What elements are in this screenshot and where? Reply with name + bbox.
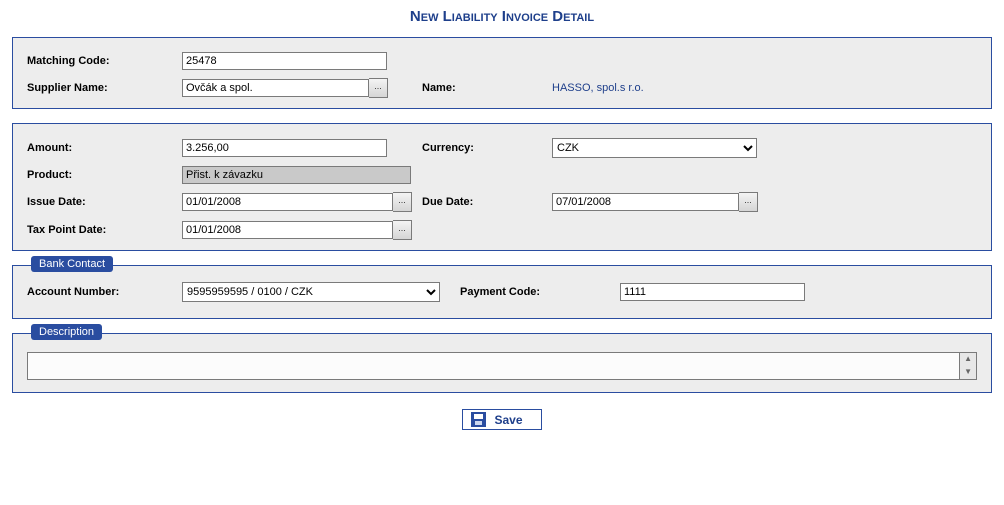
- product-label: Product:: [27, 169, 182, 181]
- scroll-up-icon[interactable]: ▲: [960, 353, 976, 366]
- tax-point-label: Tax Point Date:: [27, 224, 182, 236]
- supplier-link[interactable]: HASSO, spol.s r.o.: [552, 82, 644, 94]
- currency-label: Currency:: [422, 142, 552, 154]
- due-date-input[interactable]: [552, 193, 739, 211]
- issue-date-input[interactable]: [182, 193, 393, 211]
- panel-description: Description ▲ ▼: [12, 333, 992, 393]
- panel-header: Matching Code: Supplier Name: ... Name: …: [12, 37, 992, 109]
- currency-select[interactable]: CZK: [552, 138, 757, 158]
- product-input: [182, 166, 411, 184]
- account-number-select[interactable]: 9595959595 / 0100 / CZK: [182, 282, 440, 302]
- amount-label: Amount:: [27, 142, 182, 154]
- payment-code-label: Payment Code:: [440, 286, 620, 298]
- description-textarea[interactable]: [27, 352, 960, 380]
- description-legend: Description: [31, 324, 102, 340]
- payment-code-input[interactable]: [620, 283, 805, 301]
- name-label: Name:: [422, 82, 552, 94]
- supplier-name-label: Supplier Name:: [27, 82, 182, 94]
- amount-input[interactable]: [182, 139, 387, 157]
- tax-point-picker-button[interactable]: ...: [393, 220, 412, 240]
- save-button-label: Save: [494, 413, 522, 427]
- tax-point-input[interactable]: [182, 221, 393, 239]
- matching-code-label: Matching Code:: [27, 55, 182, 67]
- supplier-name-input[interactable]: [182, 79, 369, 97]
- issue-date-label: Issue Date:: [27, 196, 182, 208]
- save-button[interactable]: Save: [462, 409, 541, 430]
- panel-bank-contact: Bank Contact Account Number: 9595959595 …: [12, 265, 992, 319]
- page-title: New Liability Invoice Detail: [0, 0, 1004, 29]
- matching-code-input[interactable]: [182, 52, 387, 70]
- account-number-label: Account Number:: [27, 286, 182, 298]
- panel-amounts: Amount: Currency: CZK Product: Issue Dat…: [12, 123, 992, 251]
- scroll-down-icon[interactable]: ▼: [960, 366, 976, 379]
- due-date-label: Due Date:: [422, 196, 552, 208]
- issue-date-picker-button[interactable]: ...: [393, 192, 412, 212]
- bank-contact-legend: Bank Contact: [31, 256, 113, 272]
- supplier-lookup-button[interactable]: ...: [369, 78, 388, 98]
- due-date-picker-button[interactable]: ...: [739, 192, 758, 212]
- textarea-scrollbar[interactable]: ▲ ▼: [960, 352, 977, 380]
- save-icon: [471, 412, 486, 427]
